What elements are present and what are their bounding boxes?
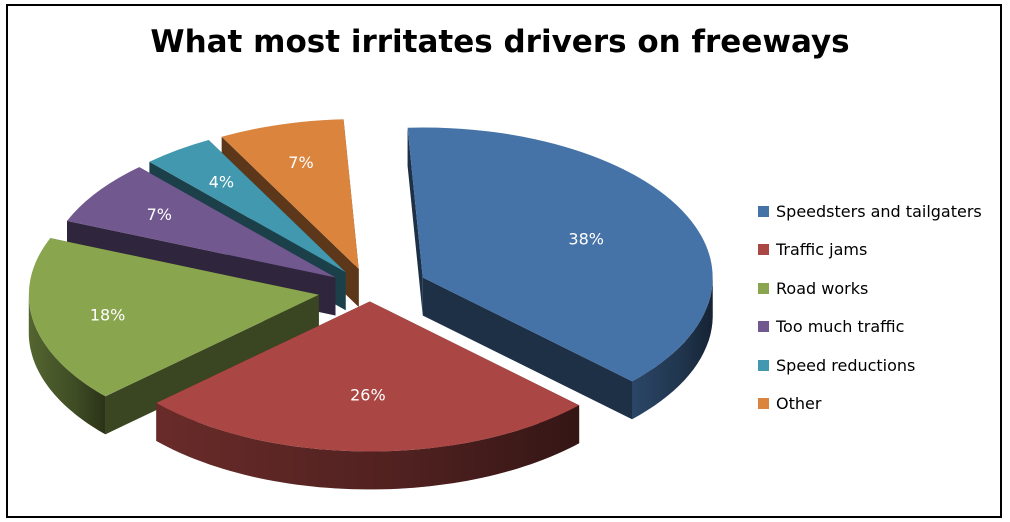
data-label-speedsters-and-tailgaters: 38% (568, 230, 604, 249)
legend-swatch (758, 205, 769, 217)
legend-label: Traffic jams (776, 240, 868, 260)
legend-item-speedsters-and-tailgaters: Speedsters and tailgaters (758, 192, 982, 231)
slice-speedsters-and-tailgaters-side-end (422, 277, 633, 420)
data-label-speed-reductions: 4% (209, 173, 234, 192)
chart-title: What most irritates drivers on freeways (150, 24, 850, 60)
data-label-other: 7% (288, 153, 313, 172)
legend-label: Speed reductions (776, 355, 916, 375)
slice-road-works-wall-shade (28, 293, 106, 435)
legend-label: Speedsters and tailgaters (776, 201, 982, 221)
legend-item-other: Other (758, 385, 982, 424)
legend-item-too-much-traffic: Too much traffic (758, 308, 982, 347)
slice-speedsters-and-tailgaters (407, 127, 713, 420)
slice-road-works (28, 238, 319, 435)
legend-swatch (758, 244, 769, 256)
slice-too-much-traffic-top (67, 167, 336, 278)
legend-label: Road works (776, 278, 869, 298)
slice-speedsters-and-tailgaters-wall-shade (632, 278, 713, 420)
legend-item-speed-reductions: Speed reductions (758, 346, 982, 385)
data-label-road-works: 18% (90, 305, 126, 324)
data-label-too-much-traffic: 7% (147, 205, 172, 224)
legend-label: Too much traffic (776, 317, 905, 337)
legend-swatch (758, 359, 769, 371)
data-label-traffic-jams: 26% (350, 385, 386, 404)
slice-speedsters-and-tailgaters-top (407, 127, 713, 382)
legend-item-road-works: Road works (758, 269, 982, 308)
slice-traffic-jams-top (156, 301, 580, 452)
slice-speedsters-and-tailgaters-side-start (407, 127, 423, 316)
slice-other-top (221, 119, 359, 269)
legend-swatch (758, 282, 769, 294)
legend-swatch (758, 398, 769, 410)
slice-road-works-top (28, 238, 319, 397)
slice-traffic-jams (156, 301, 580, 490)
legend-item-traffic-jams: Traffic jams (758, 231, 982, 270)
slice-traffic-jams-wall-shade (156, 403, 580, 490)
legend: Speedsters and tailgaters Traffic jams Roa… (758, 192, 982, 423)
legend-label: Other (776, 394, 822, 414)
legend-swatch (758, 321, 769, 333)
slice-speed-reductions-top (149, 140, 346, 273)
slice-road-works-side-start (105, 294, 319, 435)
